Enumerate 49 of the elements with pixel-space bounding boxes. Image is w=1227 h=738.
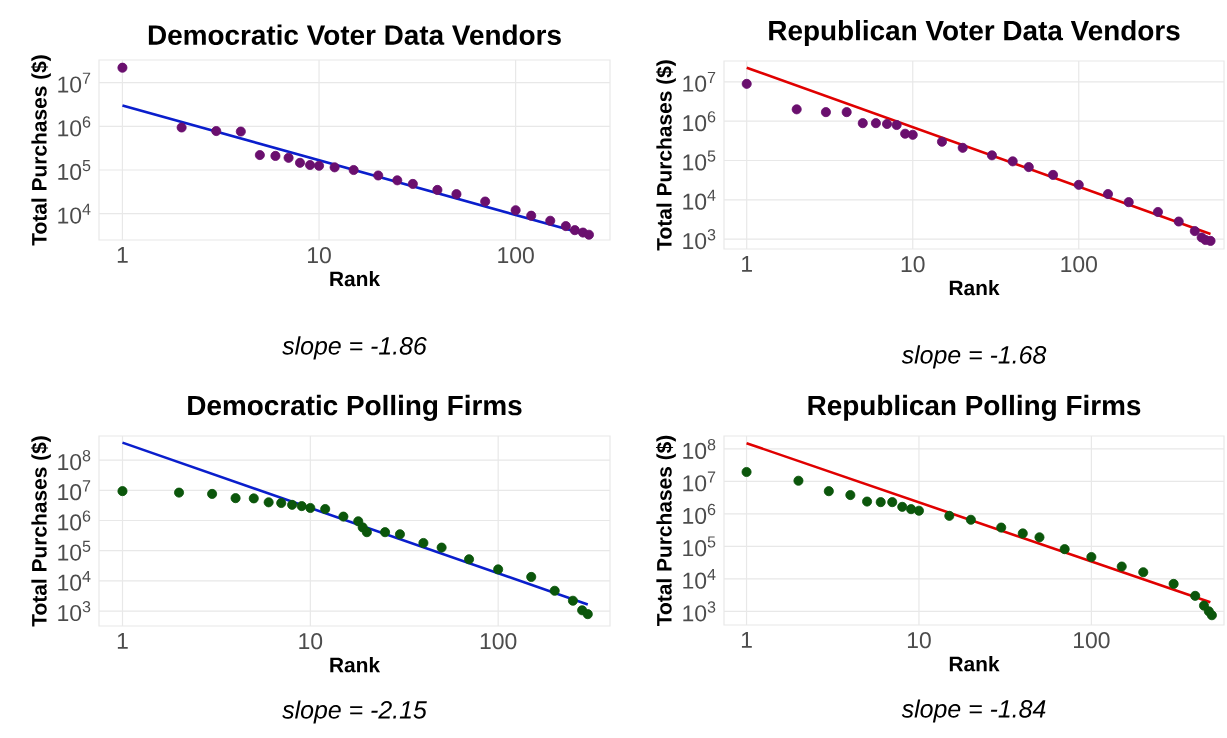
text: slope = -1.84	[901, 699, 1046, 723]
x-axis-title: Rank	[330, 270, 381, 287]
y-tick-label: 10$^{7}$	[58, 72, 91, 93]
x-tick-label: 10	[907, 632, 931, 649]
x-tick-label: 1	[117, 633, 128, 649]
y-tick-label: 10$^{6}$	[58, 116, 91, 137]
x-tick-label: 10	[299, 633, 323, 650]
y-tick-label: 10$^{5}$	[58, 540, 91, 561]
chart-title: Democratic Polling Firms	[188, 394, 522, 421]
y-tick-label: 10$^{5}$	[58, 160, 91, 180]
x-tick-label: 100	[480, 633, 517, 650]
y-tick-label: 10$^{7}$	[58, 480, 91, 501]
y-tick-label: 10$^{3}$	[683, 229, 716, 250]
y-axis-title: Total Purchases ($)	[655, 435, 676, 626]
chart-title: Republican Voter Data Vendors	[769, 19, 1180, 46]
x-tick-label: 1	[117, 247, 128, 263]
y-tick-label: 10$^{6}$	[683, 503, 716, 524]
x-tick-label: 10	[901, 256, 925, 273]
chart-title: Republican Polling Firms	[808, 394, 1141, 421]
y-axis-title: Total Purchases ($)	[30, 436, 51, 627]
y-tick-label: 10$^{6}$	[58, 510, 91, 531]
y-tick-label: 10$^{6}$	[683, 111, 716, 132]
x-tick-label: 1	[741, 632, 752, 648]
y-tick-label: 10$^{5}$	[683, 150, 716, 171]
x-axis-title: Rank	[949, 655, 1000, 672]
y-tick-label: 10$^{4}$	[683, 568, 716, 589]
x-tick-label: 100	[1061, 256, 1097, 273]
y-tick-label: 10$^{4}$	[58, 203, 91, 224]
y-tick-label: 10$^{3}$	[683, 601, 716, 622]
y-tick-label: 10$^{7}$	[683, 71, 716, 92]
y-tick-label: 10$^{4}$	[58, 570, 91, 591]
chart-title: Democratic Voter Data Vendors	[148, 24, 561, 45]
y-axis-title: Total Purchases ($)	[655, 60, 676, 251]
x-tick-label: 100	[498, 247, 534, 264]
x-tick-label: 1	[742, 256, 752, 272]
text: slope = -1.86	[282, 336, 427, 360]
x-tick-label: 10	[308, 247, 331, 264]
y-tick-label: 10$^{8}$	[58, 450, 91, 471]
x-tick-label: 100	[1074, 632, 1110, 649]
y-tick-label: 10$^{3}$	[58, 601, 91, 622]
y-axis-title: Total Purchases ($)	[30, 55, 51, 246]
y-tick-label: 10$^{8}$	[683, 438, 716, 459]
text: slope = -1.68	[901, 345, 1047, 369]
y-tick-label: 10$^{4}$	[683, 189, 716, 210]
text: slope = -2.15	[282, 700, 427, 724]
y-tick-label: 10$^{7}$	[683, 471, 716, 492]
y-tick-label: 10$^{5}$	[683, 536, 716, 557]
x-axis-title: Rank	[949, 279, 1000, 296]
x-axis-title: Rank	[330, 656, 381, 673]
